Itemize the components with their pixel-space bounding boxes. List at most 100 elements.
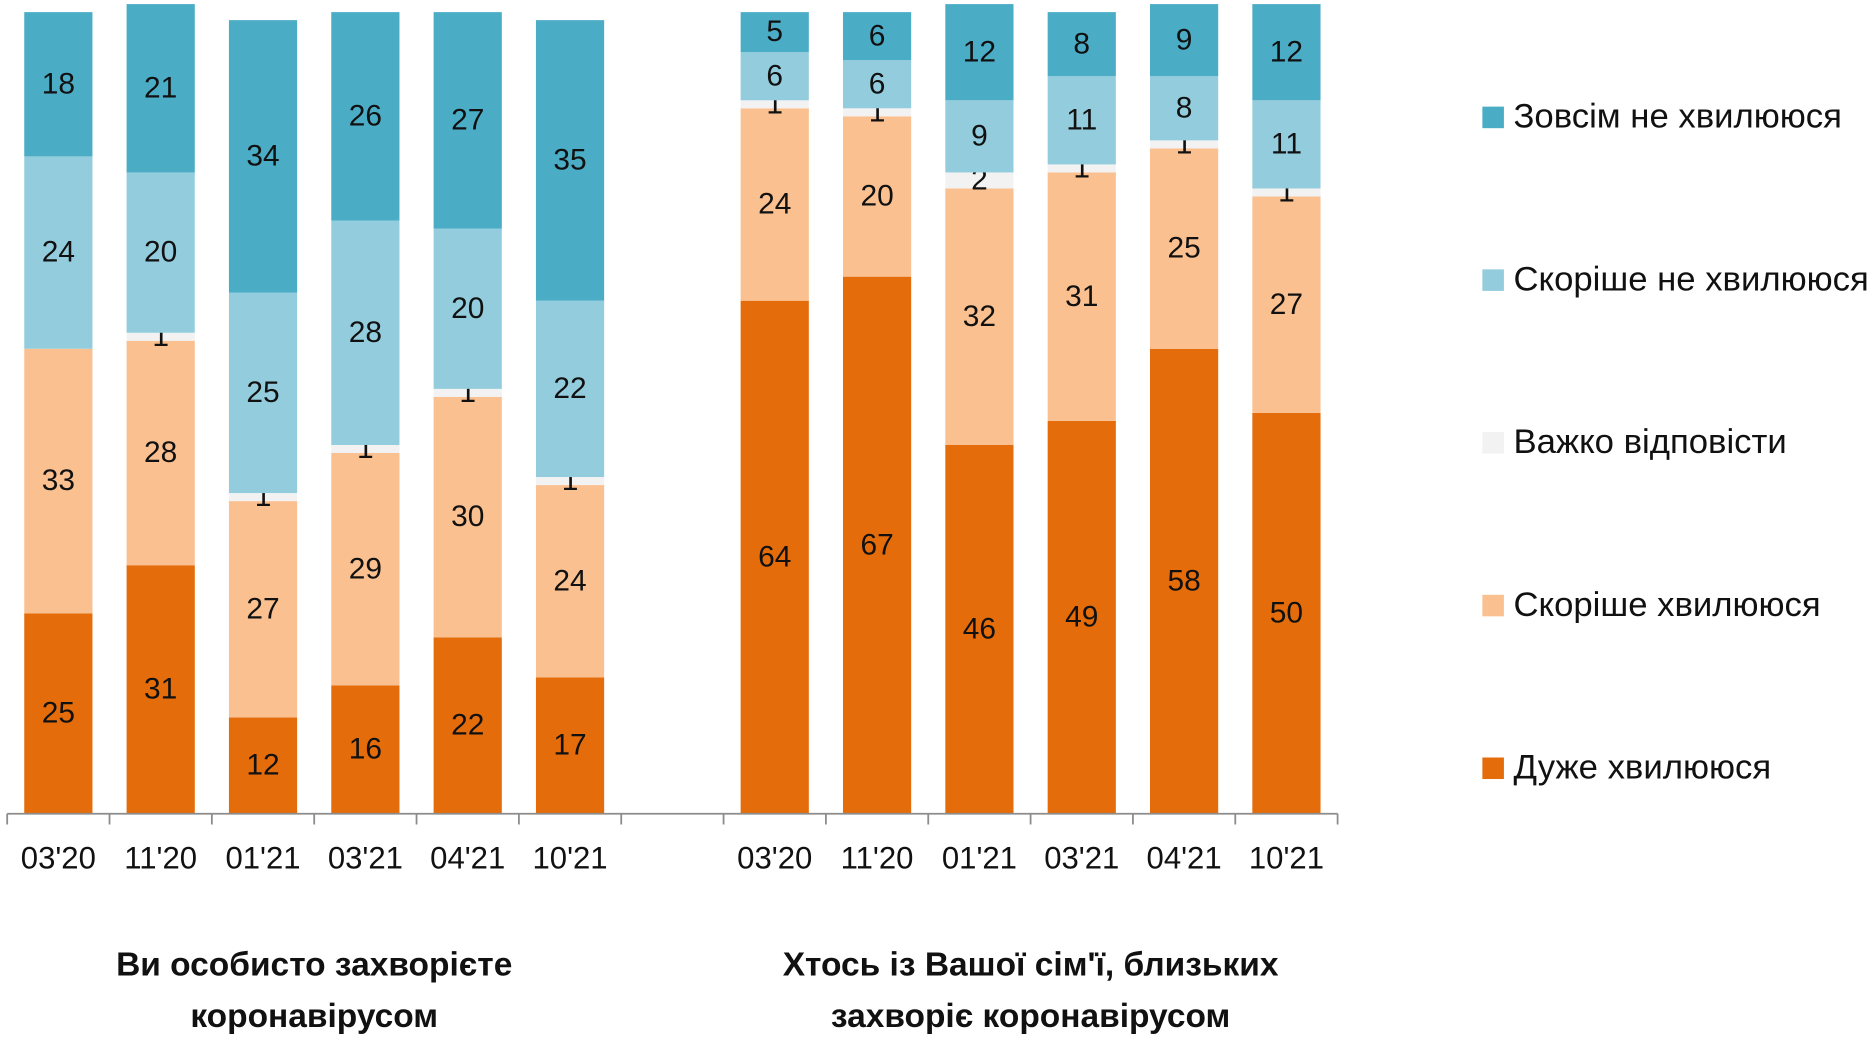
value-label: 16 [349,733,382,766]
value-label: 20 [451,292,484,325]
legend-label: Важко відповісти [1513,423,1786,461]
bar-segment [740,300,809,814]
value-label: 12 [963,35,996,68]
value-label: 24 [758,188,791,221]
value-label: 9 [1176,23,1193,56]
bar-segment [433,228,502,389]
bar-segment [331,685,400,814]
value-label: 64 [758,540,791,573]
bar-segment [433,12,502,229]
legend-swatch [1482,594,1504,617]
bar-segment [433,388,502,397]
bar-segment [126,332,195,341]
value-label: 22 [451,709,484,742]
value-label: 9 [971,119,988,152]
bar-segment [331,444,400,453]
group-label: захворіє коронавірусом [831,998,1230,1035]
bar-segment [331,453,400,686]
bar-segment [842,60,912,109]
value-label: 25 [42,697,75,730]
bar-segment [24,12,93,157]
value-label: 34 [246,140,279,173]
legend-label: Зовсім не хвилююся [1513,98,1841,136]
bar-segment [126,565,195,814]
bar-segment [228,292,298,494]
value-label: 28 [349,316,382,349]
value-label: 67 [860,528,893,561]
value-label: 20 [144,236,177,269]
value-label: 27 [451,103,484,136]
value-label: 24 [553,564,586,597]
value-label: 30 [451,500,484,533]
value-label: 46 [963,612,996,645]
value-label: 5 [766,15,783,48]
value-label: 24 [42,236,75,269]
x-tick-label: 03'21 [1044,841,1119,876]
bar-segment [1149,348,1219,814]
x-tick-label: 01'21 [942,841,1017,876]
bar-segment [1252,188,1321,197]
value-label: 27 [1270,288,1303,321]
value-label: 33 [42,464,75,497]
bar-segment [535,485,605,678]
value-label: 50 [1270,596,1303,629]
legend-label: Дуже хвилююся [1513,749,1771,787]
value-label: 25 [246,376,279,409]
bar-segment [1252,412,1321,814]
bar-segment [1252,4,1321,101]
value-label: 22 [553,372,586,405]
bar-segment [945,172,1014,189]
x-tick-label: 03'20 [21,841,96,876]
bar-segment [228,493,298,502]
bar-segment [1047,420,1116,814]
bar-segment [1149,4,1219,77]
legend-label: Скоріше не хвилююся [1513,260,1868,298]
bar-segment [1047,164,1116,173]
bar-segment [228,20,298,293]
legend-swatch [1482,269,1504,291]
value-label: 26 [349,99,382,132]
bar-segment [24,348,93,614]
value-label: 31 [1065,280,1098,313]
bar-segment [1252,100,1321,189]
bar-segment [842,116,912,277]
bar-segment [126,4,195,173]
bar-segment [842,276,912,814]
bar-segment [740,12,809,53]
value-label: 35 [553,144,586,177]
bar-segment [433,396,502,638]
value-label: 21 [144,71,177,104]
value-label: 32 [963,300,996,333]
value-label: 58 [1167,564,1200,597]
bar-segment [535,677,605,814]
bar-segment [331,12,400,221]
bar-segment [433,637,502,814]
x-tick-label: 10'21 [1249,841,1324,876]
value-label: 49 [1065,600,1098,633]
bar-segment [945,188,1014,445]
bar-segment [945,444,1014,814]
bar-segment [1047,12,1116,77]
bar-segment [228,717,298,814]
x-tick-label: 01'21 [225,841,300,876]
x-tick-label: 11'20 [841,841,914,876]
bar-segment [228,501,298,718]
bar-segment [1149,76,1219,141]
value-label: 6 [766,59,783,92]
value-label: 8 [1176,91,1193,124]
bar-segment [1047,76,1116,165]
bar-segment [842,108,912,117]
bar-segment [842,12,912,61]
legend-swatch [1482,106,1504,129]
legend-swatch [1482,432,1504,454]
bar-segment [1047,172,1116,421]
x-tick-label: 04'21 [430,841,505,876]
bar-segment [1252,196,1321,413]
bar-segment [535,300,605,478]
group-label: коронавірусом [190,998,438,1035]
legend-swatch [1482,757,1504,780]
bar-segment [331,220,400,445]
value-label: 29 [349,552,382,585]
